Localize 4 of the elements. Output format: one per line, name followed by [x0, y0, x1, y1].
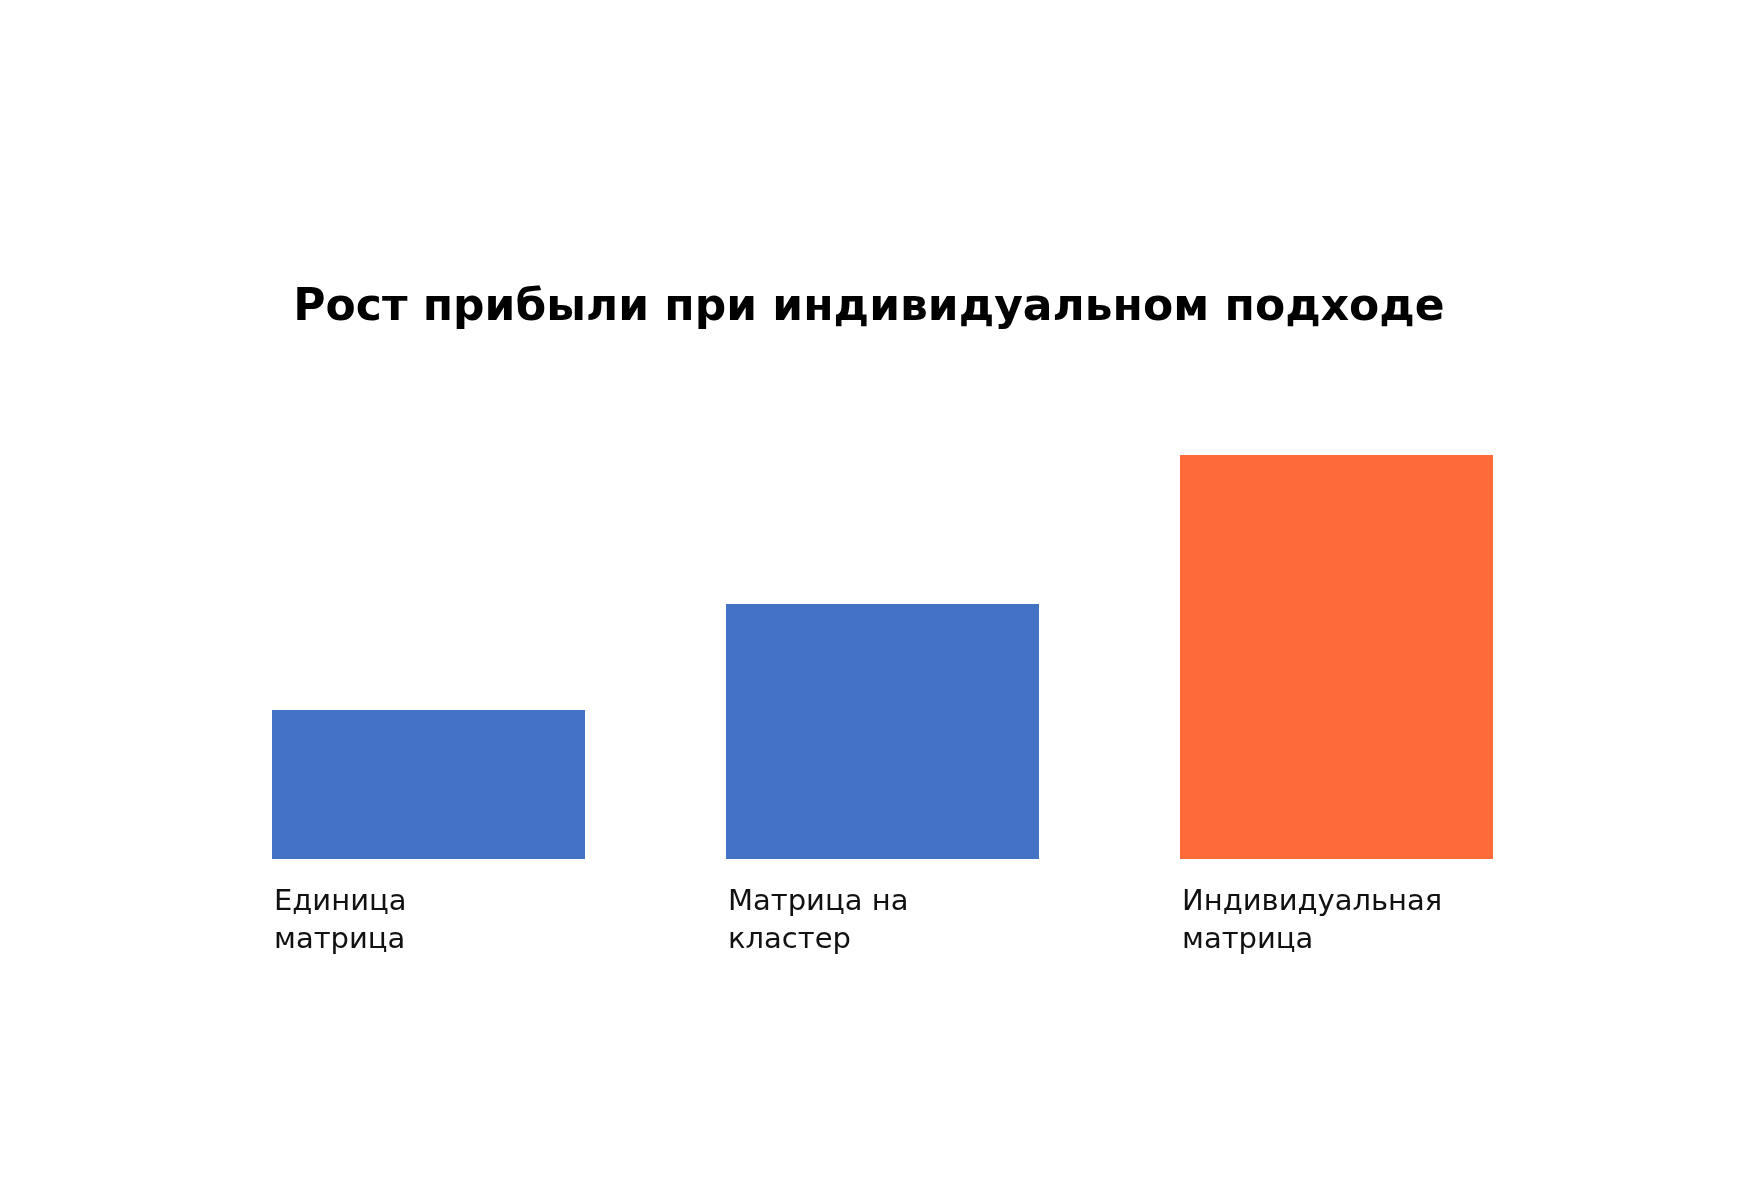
- chart-title: Рост прибыли при индивидуальном подходе: [293, 279, 1445, 331]
- x-tick-label: Индивидуальная матрица: [1182, 883, 1443, 955]
- x-tick-label: Матрица на кластер: [728, 883, 909, 955]
- x-tick-label: Единица матрица: [274, 883, 407, 955]
